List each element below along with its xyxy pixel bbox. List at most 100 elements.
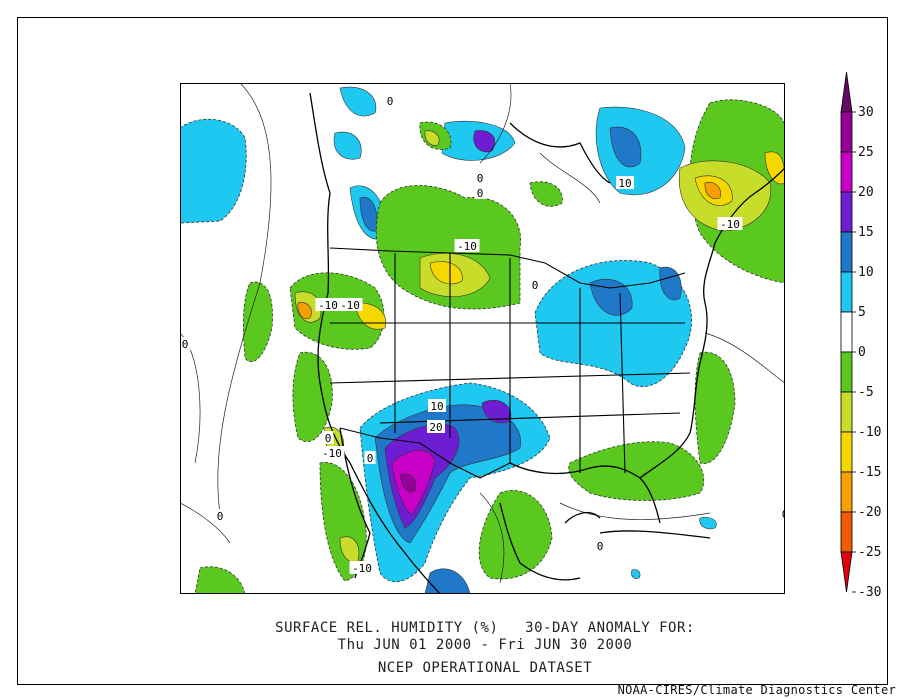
border-us-mexico: [339, 427, 511, 479]
shade-positive-caribbean-2: [631, 569, 641, 579]
contour-label-bg: [427, 420, 445, 433]
contour-label: 0: [532, 279, 539, 292]
contour-label: 0: [477, 187, 484, 200]
shade-25-southwest: [399, 473, 416, 493]
colorbar-tick-label: -25: [858, 545, 881, 560]
contour-label: -10: [340, 299, 360, 312]
credit-line: NOAA-CIRES/Climate Diagnostics Center: [617, 683, 896, 697]
contour-label-bg: [474, 171, 486, 184]
geographic-boundaries: [309, 92, 785, 594]
contour-label-bg: [319, 446, 345, 459]
colorbar-bin: [840, 311, 853, 353]
contour-label: 10: [618, 177, 631, 190]
contour-label: 0: [367, 452, 374, 465]
coastline-mexico-south: [499, 502, 581, 581]
zero-contours: [180, 83, 785, 584]
coastline-gulf: [509, 462, 661, 524]
colorbar-bin: [840, 151, 853, 193]
colorbar-tick-label: 0: [858, 345, 866, 360]
contour-label-bg: [322, 431, 334, 444]
contour-label: -10: [457, 240, 477, 253]
shade-minus15-east: [764, 151, 785, 185]
contour-label: 10: [430, 400, 443, 413]
shade-minus15-dakotas: [429, 261, 463, 285]
colorbar-tick-label: 10: [858, 265, 874, 280]
shade-negative-mexico: [478, 490, 553, 580]
colorbar-bin: [840, 471, 853, 513]
contour-label-bg: [474, 186, 486, 199]
contour-label-bg: [384, 94, 396, 107]
contour-label: 20: [429, 421, 442, 434]
contour-label: 0: [782, 508, 785, 521]
caption-line-1: SURFACE REL. HUMIDITY (%) 30-DAY ANOMALY…: [275, 620, 695, 636]
colorbar-bin: [840, 351, 853, 393]
colorbar-bin: [840, 431, 853, 473]
contour-label-bg: [349, 561, 375, 574]
contour-label: 0: [217, 510, 224, 523]
contour-label-bg: [180, 337, 191, 350]
state-line-7: [329, 372, 691, 384]
contour-label-bg: [315, 298, 341, 311]
shade-negative-pnw: [289, 272, 385, 350]
contour-label-bg: [779, 507, 785, 520]
contour-labels: 10-10-10-10-10-10-1010200000000000: [180, 94, 785, 575]
border-us-canada: [329, 247, 686, 289]
colorbar-tick-label: -20: [858, 505, 881, 520]
colorbar-bin: [840, 271, 853, 313]
shade-negative-pacific-strip: [243, 281, 273, 363]
shade-minus20-labrador: [704, 182, 721, 200]
shade-10-michigan: [589, 278, 633, 316]
colorbar-tick-label: -15: [858, 465, 881, 480]
contour-label-bg: [214, 509, 226, 522]
contour-label: 0: [387, 95, 394, 108]
colorbar-bin: [840, 391, 853, 433]
coastline-cuba: [599, 530, 711, 539]
contour-label: -10: [322, 447, 342, 460]
shade-negative-california: [292, 351, 333, 443]
contour-label-bg: [428, 399, 446, 412]
contour-label-bg: [454, 239, 480, 252]
contour-label: 0: [325, 432, 332, 445]
plot-frame: [17, 17, 888, 685]
contour-label-bg: [529, 278, 541, 291]
coastline-hudson: [509, 122, 611, 184]
shade-positive-canada-north: [339, 86, 377, 117]
colorbar: 30 25 20 15 10 5 0 -5 -10 -15 -20 -25 -30: [840, 71, 881, 600]
shade-minus10-arctic: [424, 130, 440, 146]
colorbar-bin: [840, 191, 853, 233]
caption-line-3: NCEP OPERATIONAL DATASET: [377, 660, 593, 676]
contour-label: 0: [182, 338, 189, 351]
shade-10-quebec: [609, 126, 642, 168]
shade-positive-caribbean: [699, 516, 717, 530]
colorbar-bin: [840, 511, 853, 553]
colorbar-bin: [840, 551, 853, 593]
shade-positive-pacific: [180, 118, 247, 224]
shade-positive-mexico-south: [424, 568, 471, 594]
contour-label-bg: [364, 451, 376, 464]
anomaly-map: 10-10-10-10-10-10-1010200000000000: [180, 83, 785, 594]
colorbar-tick-label: 25: [858, 145, 874, 160]
contour-label: -10: [720, 218, 740, 231]
contour-label: 0: [597, 540, 604, 553]
contour-label-bg: [594, 539, 606, 552]
colorbar-bin: [840, 231, 853, 273]
colorbar-tick-label: 15: [858, 225, 874, 240]
shade-negative-pacific-bottom: [194, 566, 246, 594]
contour-label: -10: [318, 299, 338, 312]
shade-minus15-pnw: [297, 302, 312, 319]
colorbar-tick-label: 30: [858, 105, 874, 120]
colorbar-tick-label: 20: [858, 185, 874, 200]
coastline-atlantic: [639, 242, 716, 479]
coastline-pacific: [309, 92, 441, 594]
shade-negative-quebec-west: [529, 181, 563, 207]
map-border: [180, 83, 785, 594]
contour-label: -10: [352, 562, 372, 575]
colorbar-tick-label: -5: [858, 385, 874, 400]
colorbar-bin: [840, 111, 853, 153]
colorbar-bin: [840, 71, 853, 113]
colorbar-tick-label: -30: [858, 585, 881, 600]
contour-label: 0: [477, 172, 484, 185]
shade-positive-yukon: [333, 131, 362, 160]
anomaly-shading: [180, 86, 785, 594]
caption-line-2: Thu JUN 01 2000 - Fri JUN 30 2000: [337, 637, 633, 653]
